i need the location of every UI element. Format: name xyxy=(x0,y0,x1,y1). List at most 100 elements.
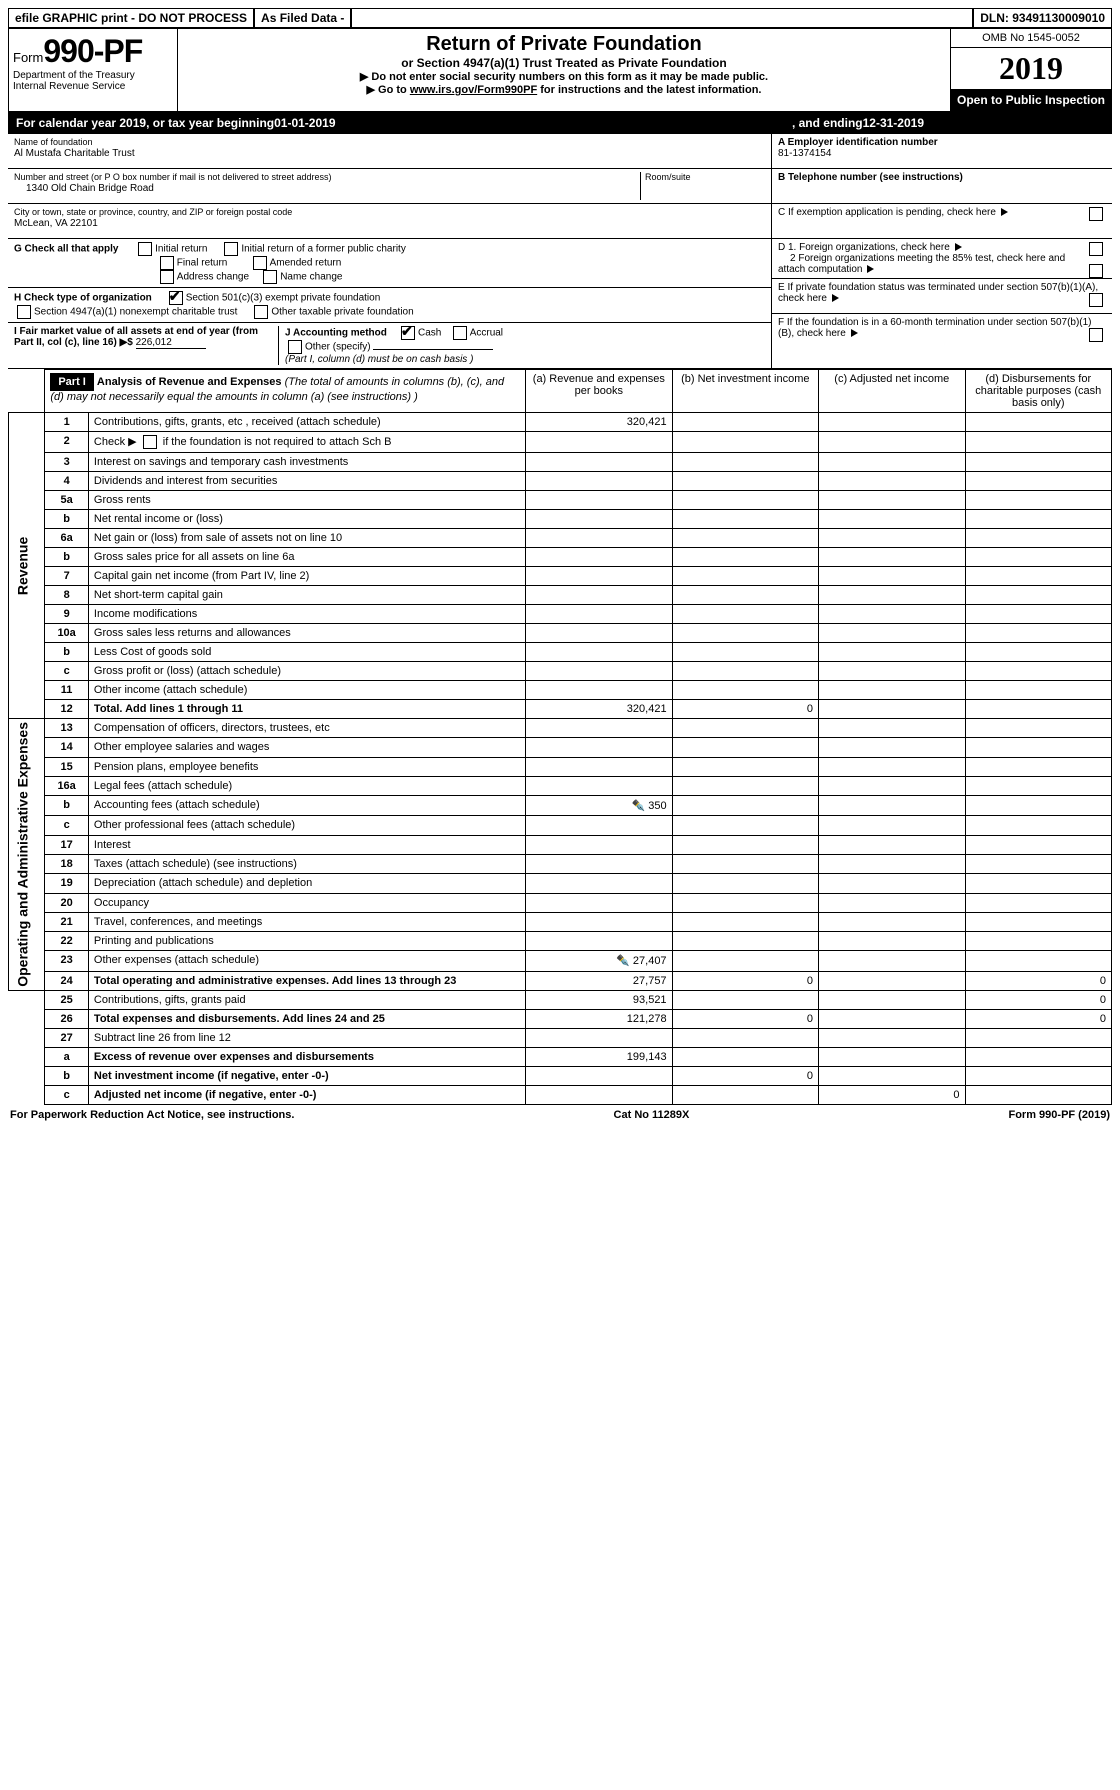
checkbox-e[interactable] xyxy=(1089,293,1103,307)
as-filed-label: As Filed Data - xyxy=(254,8,351,28)
omb-number: OMB No 1545-0052 xyxy=(951,29,1111,48)
row-19-desc: Depreciation (attach schedule) and deple… xyxy=(88,874,525,893)
row-27b-b: 0 xyxy=(672,1066,818,1085)
row-6a-desc: Net gain or (loss) from sale of assets n… xyxy=(88,529,525,548)
row-18-desc: Taxes (attach schedule) (see instruction… xyxy=(88,854,525,873)
checkbox-sch-b[interactable] xyxy=(143,435,157,449)
checkbox-final-return[interactable] xyxy=(160,256,174,270)
row-10a-desc: Gross sales less returns and allowances xyxy=(88,624,525,643)
i-fmv-value: 226,012 xyxy=(136,337,206,349)
checkbox-name-change[interactable] xyxy=(263,270,277,284)
footer: For Paperwork Reduction Act Notice, see … xyxy=(8,1105,1112,1125)
paperwork-notice: For Paperwork Reduction Act Notice, see … xyxy=(10,1109,294,1121)
part1-label: Part I xyxy=(50,373,94,391)
street-address: 1340 Old Chain Bridge Road xyxy=(14,183,154,194)
j-accounting-label: J Accounting method xyxy=(285,328,387,339)
row-2-desc: Check ▶ if the foundation is not require… xyxy=(88,432,525,453)
row-25-a: 93,521 xyxy=(526,990,672,1009)
checkbox-c-exempt[interactable] xyxy=(1089,207,1103,221)
dln: DLN: 93491130009010 xyxy=(973,8,1112,28)
row-10c-desc: Gross profit or (loss) (attach schedule) xyxy=(88,662,525,681)
row-13-desc: Compensation of officers, directors, tru… xyxy=(88,719,525,738)
checkbox-f[interactable] xyxy=(1089,328,1103,342)
checkbox-initial-return-former[interactable] xyxy=(224,242,238,256)
form-title: Return of Private Foundation xyxy=(186,33,942,56)
row-14-desc: Other employee salaries and wages xyxy=(88,738,525,757)
row-24-b: 0 xyxy=(672,971,818,990)
revenue-side-label: Revenue xyxy=(9,413,45,719)
tax-year-end: 12-31-2019 xyxy=(863,116,924,130)
row-26-a: 121,278 xyxy=(526,1009,672,1028)
row-25-d: 0 xyxy=(965,990,1112,1009)
open-to-public: Open to Public Inspection xyxy=(951,89,1111,111)
row-16b-desc: Accounting fees (attach schedule) xyxy=(88,796,525,816)
dln-label: DLN: xyxy=(980,11,1009,25)
address-city-row: City or town, state or province, country… xyxy=(8,204,771,239)
city-state-zip: McLean, VA 22101 xyxy=(14,218,98,229)
row-24-a: 27,757 xyxy=(526,971,672,990)
checkbox-d1[interactable] xyxy=(1089,242,1103,256)
row-16c-desc: Other professional fees (attach schedule… xyxy=(88,816,525,835)
arrow-line-1: ▶ Do not enter social security numbers o… xyxy=(186,70,942,83)
f-block: F If the foundation is in a 60-month ter… xyxy=(772,314,1112,342)
attachment-icon[interactable]: ✒️ xyxy=(631,799,645,812)
col-b-header: (b) Net investment income xyxy=(672,370,818,413)
row-27c-desc: Adjusted net income (if negative, enter … xyxy=(88,1085,525,1104)
col-c-header: (c) Adjusted net income xyxy=(819,370,965,413)
i-j-row: I Fair market value of all assets at end… xyxy=(8,323,771,368)
row-15-desc: Pension plans, employee benefits xyxy=(88,757,525,776)
checkbox-initial-return[interactable] xyxy=(138,242,152,256)
row-1-desc: Contributions, gifts, grants, etc , rece… xyxy=(88,413,525,432)
dln-value: 93491130009010 xyxy=(1012,11,1105,25)
row-27c-c: 0 xyxy=(819,1085,965,1104)
irs-link[interactable]: www.irs.gov/Form990PF xyxy=(410,84,537,96)
attachment-icon[interactable]: ✒️ xyxy=(616,954,630,967)
checkbox-4947a1[interactable] xyxy=(17,305,31,319)
row-26-d: 0 xyxy=(965,1009,1112,1028)
calendar-year-bar: For calendar year 2019, or tax year begi… xyxy=(8,112,1112,134)
form-ref: Form 990-PF (2019) xyxy=(1008,1109,1110,1121)
h-check-row: H Check type of organization Section 501… xyxy=(8,288,771,323)
row-20-desc: Occupancy xyxy=(88,893,525,912)
address-street-row: Number and street (or P O box number if … xyxy=(8,169,771,204)
checkbox-amended-return[interactable] xyxy=(253,256,267,270)
row-21-desc: Travel, conferences, and meetings xyxy=(88,912,525,931)
checkbox-other-method[interactable] xyxy=(288,340,302,354)
form-header: Form990-PF Department of the Treasury In… xyxy=(8,28,1112,112)
checkbox-d2[interactable] xyxy=(1089,264,1103,278)
row-1-a: 320,421 xyxy=(526,413,672,432)
col-d-header: (d) Disbursements for charitable purpose… xyxy=(965,370,1112,413)
row-22-desc: Printing and publications xyxy=(88,932,525,951)
row-16a-desc: Legal fees (attach schedule) xyxy=(88,776,525,795)
arrow-icon xyxy=(867,265,874,273)
checkbox-accrual[interactable] xyxy=(453,326,467,340)
row-26-desc: Total expenses and disbursements. Add li… xyxy=(88,1009,525,1028)
arrow-icon xyxy=(832,294,839,302)
form-header-mid: Return of Private Foundation or Section … xyxy=(178,29,950,111)
part1-table: Part I Analysis of Revenue and Expenses … xyxy=(8,369,1112,1105)
checkbox-address-change[interactable] xyxy=(160,270,174,284)
form-word: Form xyxy=(13,50,43,65)
efile-notice: efile GRAPHIC print - DO NOT PROCESS xyxy=(8,8,254,28)
row-27a-desc: Excess of revenue over expenses and disb… xyxy=(88,1047,525,1066)
name-of-foundation: Name of foundation Al Mustafa Charitable… xyxy=(8,134,771,169)
row-11-desc: Other income (attach schedule) xyxy=(88,681,525,700)
checkbox-other-taxable[interactable] xyxy=(254,305,268,319)
tax-year-begin: 01-01-2019 xyxy=(274,116,335,130)
d-block: D 1. Foreign organizations, check here 2… xyxy=(772,239,1112,279)
g-check-row: G Check all that apply Initial return In… xyxy=(8,239,771,288)
row-12-desc: Total. Add lines 1 through 11 xyxy=(88,700,525,719)
checkbox-501c3[interactable] xyxy=(169,291,183,305)
ein-block: A Employer identification number 81-1374… xyxy=(772,134,1112,169)
row-23-a: ✒️ 27,407 xyxy=(526,951,672,971)
checkbox-cash[interactable] xyxy=(401,326,415,340)
row-5b-desc: Net rental income or (loss) xyxy=(88,510,525,529)
row-4-desc: Dividends and interest from securities xyxy=(88,472,525,491)
row-23-desc: Other expenses (attach schedule) xyxy=(88,951,525,971)
row-12-a: 320,421 xyxy=(526,700,672,719)
room-suite-label: Room/suite xyxy=(645,172,691,182)
dept-treasury: Department of the Treasury xyxy=(13,70,135,81)
top-bar: efile GRAPHIC print - DO NOT PROCESS As … xyxy=(8,8,1112,28)
row-5a-desc: Gross rents xyxy=(88,491,525,510)
row-8-desc: Net short-term capital gain xyxy=(88,586,525,605)
